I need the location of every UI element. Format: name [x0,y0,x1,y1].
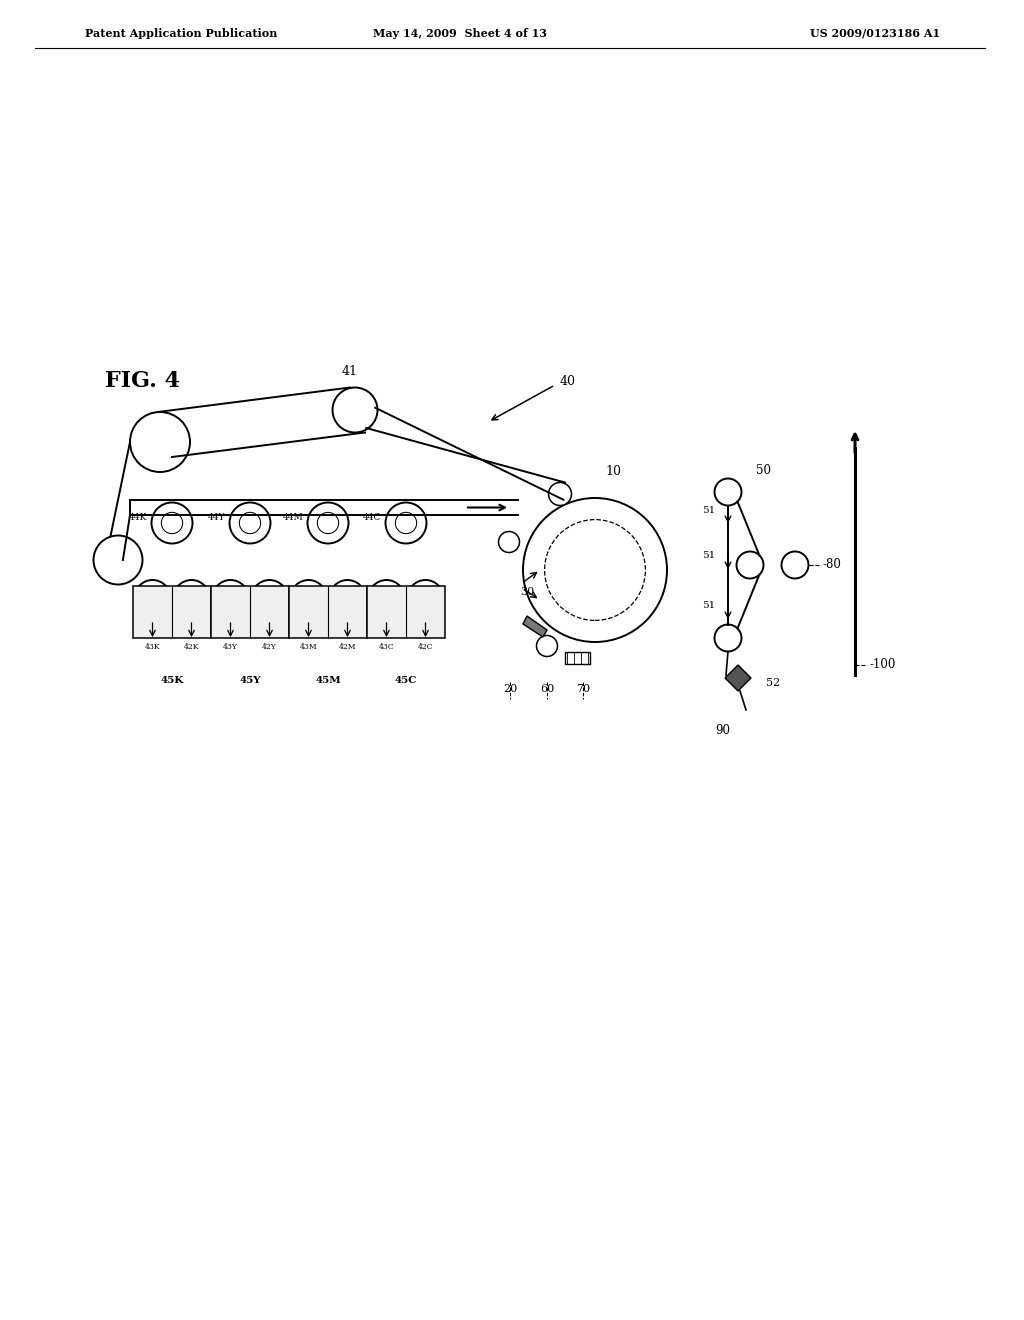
Text: 44C: 44C [364,513,382,523]
Circle shape [781,552,809,578]
Circle shape [736,552,764,578]
Bar [133,586,211,638]
Circle shape [537,635,557,656]
Text: 41: 41 [342,364,358,378]
Circle shape [173,579,210,616]
Text: 45K: 45K [161,676,183,685]
Text: FIG. 4: FIG. 4 [105,370,180,392]
Polygon shape [523,616,547,638]
Text: US 2009/0123186 A1: US 2009/0123186 A1 [810,28,940,40]
Circle shape [93,536,142,585]
Text: 44Y: 44Y [208,513,225,523]
Text: 30: 30 [520,587,535,597]
Text: 90: 90 [716,723,730,737]
Text: 45Y: 45Y [240,676,261,685]
Text: 42C: 42C [418,643,433,651]
Circle shape [408,579,443,616]
Text: 50: 50 [756,463,771,477]
Text: 44K: 44K [129,513,147,523]
Text: -100: -100 [869,659,895,672]
Text: 43C: 43C [379,643,394,651]
Circle shape [523,498,667,642]
Text: 51: 51 [701,602,715,610]
Bar [367,586,445,638]
Text: 45M: 45M [315,676,341,685]
Text: Patent Application Publication: Patent Application Publication [85,28,278,40]
Text: 51: 51 [701,506,715,515]
Circle shape [134,579,171,616]
Text: 44M: 44M [283,513,303,523]
Text: 45C: 45C [395,676,417,685]
Circle shape [333,388,378,433]
Text: 10: 10 [605,465,621,478]
Circle shape [152,503,193,544]
Text: -80: -80 [822,558,842,572]
Circle shape [549,483,571,506]
Bar [211,586,289,638]
Circle shape [291,579,327,616]
Circle shape [130,412,190,473]
Text: 42Y: 42Y [262,643,276,651]
Text: 43Y: 43Y [223,643,238,651]
Text: 43K: 43K [144,643,161,651]
Circle shape [229,503,270,544]
Text: 20: 20 [503,684,517,694]
Circle shape [330,579,366,616]
Circle shape [369,579,404,616]
Text: May 14, 2009  Sheet 4 of 13: May 14, 2009 Sheet 4 of 13 [373,28,547,40]
Text: 51: 51 [701,552,715,561]
Bar [289,586,367,638]
Text: 42K: 42K [183,643,200,651]
Circle shape [499,532,519,553]
Text: 42M: 42M [339,643,356,651]
Polygon shape [725,665,751,690]
Circle shape [715,479,741,506]
Circle shape [715,624,741,652]
Circle shape [252,579,288,616]
Circle shape [307,503,348,544]
Text: 40: 40 [560,375,575,388]
Text: 52: 52 [766,678,780,688]
Circle shape [385,503,427,544]
Text: 60: 60 [540,684,554,694]
Text: 43M: 43M [300,643,317,651]
Text: 70: 70 [575,684,590,694]
Circle shape [213,579,249,616]
